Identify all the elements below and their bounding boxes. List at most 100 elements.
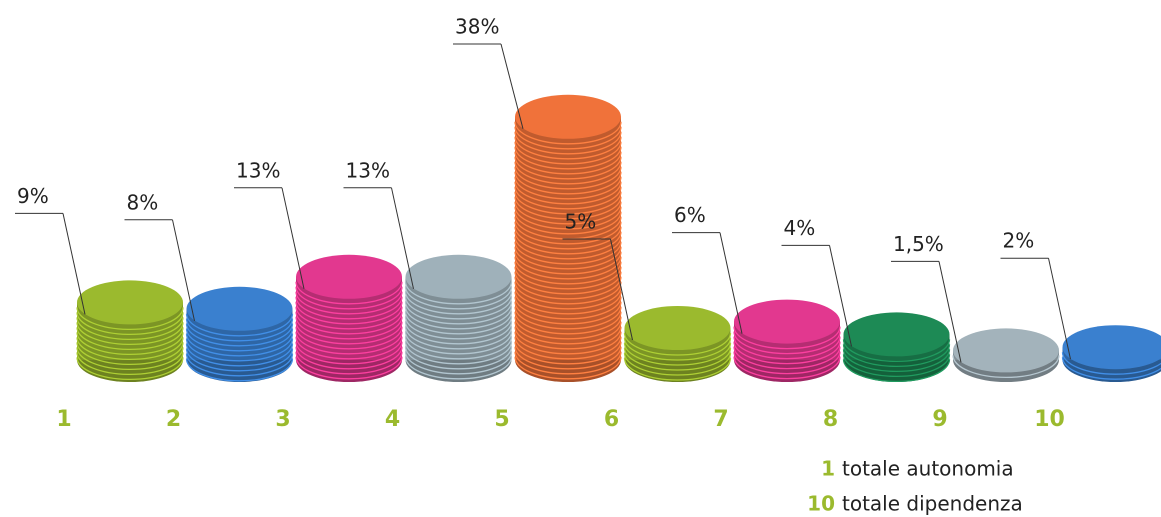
coin-edge [514,246,622,270]
leader-line [391,187,414,289]
coin-edge [514,206,622,230]
coin-stack [733,299,841,382]
coin-edge [295,306,403,330]
leader-line [500,43,524,129]
coin-edge [514,336,622,360]
coin-top [405,254,512,299]
value-label: 4% [784,216,816,240]
coin-top [296,254,402,299]
coin-edge [733,326,841,350]
coin-edge [76,337,184,361]
coin-edge [514,281,622,305]
coin-edge [514,296,622,320]
category-label: 10 [1034,407,1065,432]
coin-edge [514,321,622,345]
coin-edge [76,327,184,351]
coin-edge [514,181,622,205]
coin-edge [404,306,513,330]
coin-edge [76,352,184,376]
coin-edge [76,347,184,371]
coin-edge [76,342,184,366]
coin-edge [514,316,622,340]
coin-stack [623,306,732,382]
coin-edge [404,301,513,325]
coin-edge [295,281,403,305]
coin-edge [514,291,622,315]
coin-edge [404,331,513,355]
coin-top [843,312,950,357]
value-label: 8% [127,190,159,214]
value-label: 2% [1003,229,1035,253]
coin-edge [514,266,622,290]
coin-edge [514,256,622,280]
value-label: 6% [674,203,706,227]
coin-edge [404,311,513,335]
coin-edge [733,346,841,370]
coin-edge [842,354,951,378]
coin-edge [514,156,622,180]
coin-edge [514,301,622,325]
coin-top [515,94,621,139]
coin-edge [185,313,294,337]
coin-edge [623,337,732,361]
coin-edge [733,336,841,360]
coin-edge [295,316,403,340]
coin-edge [185,328,294,352]
leader-line [719,232,743,334]
value-label: 38% [455,15,499,39]
value-label: 13% [236,158,280,182]
coin-top [77,280,183,325]
value-label: 5% [565,210,597,234]
coin-edge [514,151,622,175]
coin-edge [295,291,403,315]
coin-edge [514,286,622,310]
coin-edge [514,196,622,220]
coin-edge [514,171,622,195]
coin-edge [185,323,294,347]
coin-edge [295,341,403,365]
category-label: 7 [713,407,728,432]
coin-edge [404,281,513,305]
coin-stack [952,328,1060,382]
coin-edge [514,166,622,190]
coin-edge [514,186,622,210]
legend-key: 10 [807,492,835,516]
legend-key: 1 [821,457,835,481]
coin-edge [514,211,622,235]
coin-edge [514,136,622,160]
coin-stack [76,280,184,382]
coin-edge [295,326,403,350]
coin-edge [404,346,513,370]
coin-stack [1061,325,1161,382]
coin-edge [514,131,622,155]
coin-edge [295,346,403,370]
coin-edge [842,339,951,363]
category-label: 4 [385,407,400,432]
coin-edge [185,343,294,367]
coin-stack [514,94,622,382]
coin-edge [733,331,841,355]
leader-line [62,213,86,315]
coin-edge [514,161,622,185]
coin-edge [623,352,732,376]
coin-edge [76,322,184,346]
coin-top [186,286,293,331]
coin-edge [842,359,951,383]
coin-edge [1061,357,1161,380]
coin-edge [404,291,513,315]
coin-edge [295,336,403,360]
coin-edge [842,349,951,373]
coin-edge [295,351,403,375]
coin-edge [295,286,403,310]
coin-edge [514,276,622,300]
coin-edge [623,332,732,356]
category-label: 8 [823,407,838,432]
coin-edge [514,271,622,295]
coin-edge [404,326,513,350]
coin-edge [514,201,622,225]
coin-stack [404,254,513,382]
leader-line [172,219,195,321]
leader-line [610,238,633,341]
category-label: 2 [166,407,181,432]
coin-edge [514,236,622,260]
